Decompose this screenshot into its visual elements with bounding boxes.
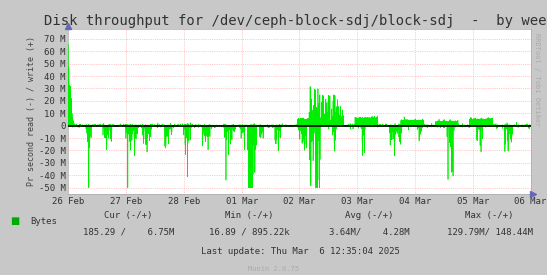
Text: Munin 2.0.75: Munin 2.0.75 (248, 266, 299, 272)
Text: Max (-/+): Max (-/+) (465, 211, 514, 219)
Text: 185.29 /    6.75M: 185.29 / 6.75M (83, 228, 174, 237)
Text: 16.89 / 895.22k: 16.89 / 895.22k (208, 228, 289, 237)
Title: Disk throughput for /dev/ceph-block-sdj/block-sdj  -  by week: Disk throughput for /dev/ceph-block-sdj/… (44, 14, 547, 28)
Text: ■: ■ (10, 216, 19, 226)
Text: Bytes: Bytes (30, 217, 57, 226)
Text: Last update: Thu Mar  6 12:35:04 2025: Last update: Thu Mar 6 12:35:04 2025 (201, 247, 400, 256)
Text: Avg (-/+): Avg (-/+) (345, 211, 393, 219)
Text: Cur (-/+): Cur (-/+) (104, 211, 153, 219)
Y-axis label: Pr second read (-) / write (+): Pr second read (-) / write (+) (27, 36, 36, 186)
Text: 129.79M/ 148.44M: 129.79M/ 148.44M (446, 228, 533, 237)
Text: RRDTool / Tobi Oetiker: RRDTool / Tobi Oetiker (534, 33, 540, 126)
Text: Min (-/+): Min (-/+) (225, 211, 273, 219)
Text: 3.64M/    4.28M: 3.64M/ 4.28M (329, 228, 410, 237)
